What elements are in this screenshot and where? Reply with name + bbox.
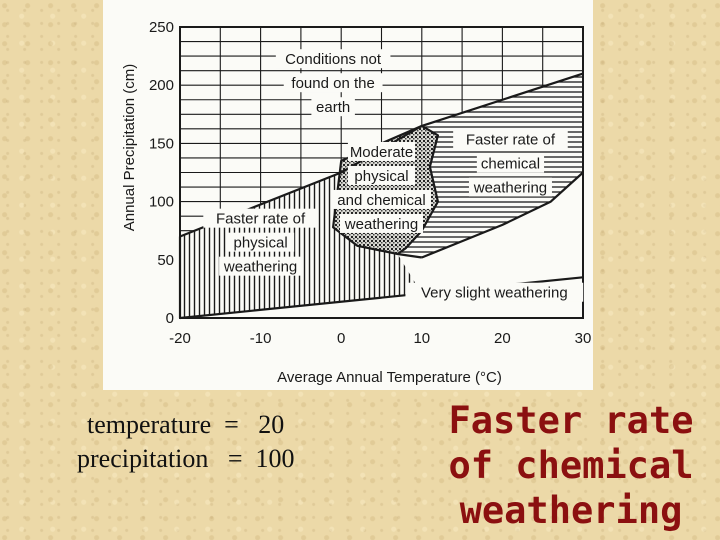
y-axis-label: Annual Precipitation (cm)	[121, 64, 138, 232]
y-tick-label: 150	[149, 135, 174, 152]
region-label-backdrop	[275, 49, 391, 69]
region-slight-blank	[397, 172, 583, 294]
region-label-backdrop	[332, 189, 431, 209]
region-label-backdrop	[476, 153, 545, 173]
region-label-backdrop	[347, 141, 416, 161]
region-label: chemical	[481, 156, 540, 173]
moderate-right-boundary	[396, 124, 439, 255]
chart-figure: -20 -10 0 10 20 30 0 50 100 150 200 250 Conditions …	[103, 0, 593, 390]
region-label: physical	[233, 235, 287, 252]
plot-border	[179, 26, 584, 319]
weathering-chart: -20 -10 0 10 20 30 0 50 100 150 200 250 Conditions …	[121, 19, 591, 386]
region-label: Moderate	[350, 144, 413, 161]
precipitation-equation: precipitation = 100	[77, 444, 295, 473]
region-label: weathering	[344, 216, 418, 233]
x-tick-label: 10	[413, 330, 430, 347]
answer-line: weathering	[459, 489, 683, 532]
region-label-backdrop	[468, 177, 552, 197]
x-axis-label: Average Annual Temperature (°C)	[277, 369, 502, 386]
region-label-backdrop	[203, 208, 318, 228]
region-label: physical	[354, 168, 408, 185]
region-label-backdrop	[311, 97, 355, 117]
region-label: Faster rate of	[216, 211, 306, 228]
temperature-equation: temperature = 20	[87, 410, 285, 439]
y-tick-label: 100	[149, 194, 174, 211]
region-label-backdrop	[340, 213, 423, 233]
y-tick-label: 250	[149, 19, 174, 36]
chemical-lower-boundary	[421, 171, 584, 259]
x-tick-label: 20	[494, 330, 511, 347]
answer-line: Faster rate	[448, 399, 694, 442]
tick-labels: -20 -10 0 10 20 30 0 50 100 150 200 250	[149, 19, 591, 347]
x-tick-label: -20	[169, 330, 191, 347]
region-label-backdrop	[347, 165, 416, 185]
region-label: earth	[316, 99, 350, 116]
x-tick-label: 0	[337, 330, 345, 347]
region-label: Faster rate of	[466, 132, 556, 149]
y-tick-label: 50	[157, 252, 174, 269]
region-label-backdrop	[405, 282, 584, 302]
answer-line: of chemical	[448, 444, 694, 487]
region-label: weathering	[223, 259, 297, 276]
answer-text: Faster rate of chemical weathering	[440, 398, 702, 533]
region-physical-weathering	[180, 160, 422, 318]
region-label-backdrop	[283, 73, 383, 93]
y-tick-label: 200	[149, 77, 174, 94]
region-labels: Conditions not found on the earth Faster ra…	[203, 49, 584, 302]
region-label-backdrop	[227, 232, 295, 252]
y-tick-label: 0	[166, 310, 174, 327]
plot-frame	[179, 26, 584, 319]
region-label: Conditions not	[285, 51, 382, 68]
region-label: and chemical	[337, 192, 425, 209]
region-label: weathering	[473, 180, 547, 197]
region-label-backdrop	[219, 256, 303, 276]
region-label: found on the	[291, 75, 374, 92]
x-tick-label: -10	[250, 330, 272, 347]
x-tick-label: 30	[575, 330, 592, 347]
region-label-backdrop	[453, 129, 568, 149]
region-label: Very slight weathering	[421, 285, 568, 302]
